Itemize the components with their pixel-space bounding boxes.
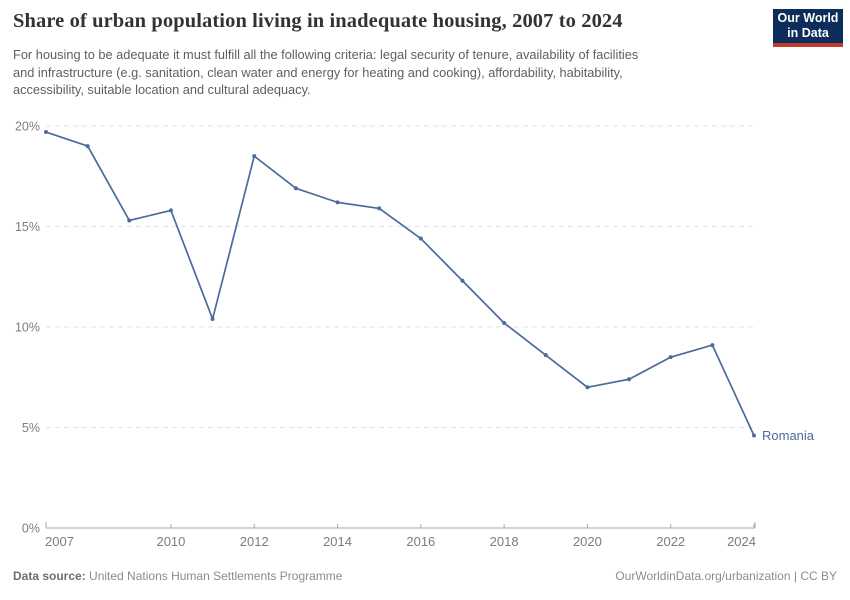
data-point[interactable]: [418, 236, 423, 241]
data-point[interactable]: [210, 316, 215, 321]
data-source-value: United Nations Human Settlements Program…: [85, 569, 343, 583]
subtitle-line: For housing to be adequate it must fulfi…: [13, 47, 639, 62]
chart-svg: 0% 5% 10% 15% 20% 2007 2010 2012 2014 2016 2018 202…: [15, 120, 815, 550]
x-tick-label: 2024: [727, 534, 756, 549]
data-source-label: Data source:: [13, 569, 86, 583]
owid-logo-accent-bar: [773, 43, 843, 47]
data-point[interactable]: [293, 186, 298, 191]
data-point[interactable]: [44, 130, 48, 135]
data-point[interactable]: [127, 218, 132, 223]
y-tick-label: 10%: [15, 321, 40, 335]
data-point[interactable]: [585, 385, 590, 390]
owid-logo-text: Our World in Data: [773, 9, 843, 43]
line-chart: 0% 5% 10% 15% 20% 2007 2010 2012 2014 2016 2018 202…: [0, 100, 850, 570]
subtitle-line: accessibility, suitable location and cul…: [13, 82, 311, 97]
data-point[interactable]: [377, 206, 382, 211]
x-tick-label: 2014: [323, 534, 352, 549]
data-source: Data source: United Nations Human Settle…: [13, 569, 342, 583]
x-tick-label: 2007: [45, 534, 74, 549]
data-point[interactable]: [168, 208, 173, 213]
y-tick-label: 15%: [15, 220, 40, 234]
series-line-romania[interactable]: [45, 131, 755, 436]
x-tick-label: 2020: [573, 534, 602, 549]
x-tick-label: 2016: [406, 534, 435, 549]
data-point[interactable]: [710, 343, 715, 348]
data-point[interactable]: [252, 154, 257, 159]
data-point[interactable]: [627, 377, 632, 382]
x-tick-label: 2022: [656, 534, 685, 549]
license-link[interactable]: OurWorldinData.org/urbanization | CC BY: [615, 569, 837, 583]
x-tick-label: 2012: [240, 534, 269, 549]
x-tick-label: 2018: [490, 534, 519, 549]
data-point[interactable]: [85, 144, 90, 149]
page-title: Share of urban population living in inad…: [13, 10, 623, 32]
series-label-romania[interactable]: Romania: [762, 428, 815, 443]
data-point[interactable]: [460, 278, 465, 283]
y-tick-label: 0%: [22, 522, 40, 536]
data-point[interactable]: [543, 353, 548, 358]
data-point[interactable]: [752, 433, 756, 438]
chart-subtitle: For housing to be adequate it must fulfi…: [13, 46, 775, 99]
data-point[interactable]: [502, 320, 507, 325]
x-tick-label: 2010: [156, 534, 185, 549]
chart-footer: Data source: United Nations Human Settle…: [13, 569, 837, 583]
y-tick-label: 20%: [15, 120, 40, 134]
data-point[interactable]: [668, 355, 673, 360]
y-tick-label: 5%: [22, 421, 40, 435]
data-point[interactable]: [335, 200, 340, 205]
owid-logo[interactable]: Our World in Data: [773, 9, 843, 47]
subtitle-line: and infrastructure (e.g. sanitation, cle…: [13, 64, 623, 80]
